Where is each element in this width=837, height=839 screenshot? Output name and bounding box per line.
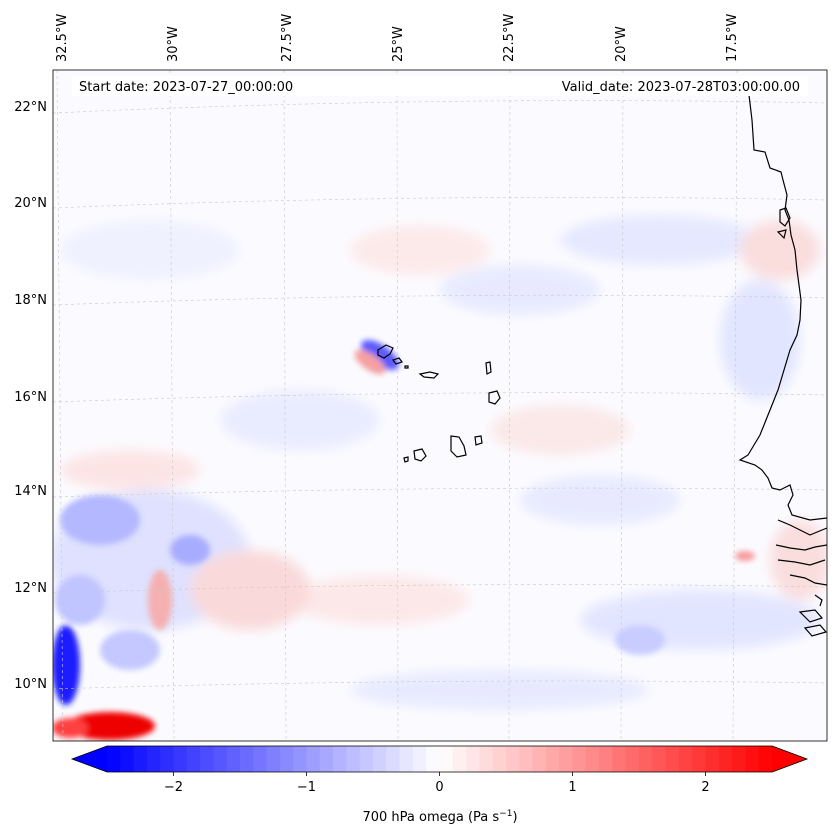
colorbar-segment: [359, 746, 374, 772]
lon-label: 22.5°W: [502, 14, 517, 62]
island-santo-antao: [377, 344, 394, 359]
colorbar-segment: [678, 746, 693, 772]
colorbar-segment: [506, 746, 520, 772]
colorbar-high-extension: [772, 746, 807, 772]
graticule: [53, 70, 827, 741]
colorbar-tick-label: 1: [568, 780, 576, 795]
colorbar-label: 700 hPa omega (Pa s−1): [362, 809, 517, 825]
colorbar-low-extension: [72, 746, 107, 772]
island-santiago: [450, 435, 467, 458]
lon-label: 32.5°W: [55, 14, 70, 62]
colorbar: −2 −1 0 1 2 700 hPa omega (Pa s−1): [70, 745, 809, 825]
island-sal: [485, 361, 492, 375]
colorbar-segment: [758, 746, 773, 772]
island-boa-vista: [488, 390, 501, 405]
colorbar-segment: [439, 746, 454, 772]
colorbar-tick-label: −2: [164, 780, 183, 795]
lat-label: 10°N: [14, 677, 47, 692]
colorbar-segment: [692, 746, 706, 772]
lon-label: 27.5°W: [280, 14, 295, 62]
colorbar-segment: [545, 746, 560, 772]
longitude-labels: 32.5°W 30°W 27.5°W 25°W 22.5°W 20°W 17.5…: [55, 14, 740, 62]
island-fogo: [413, 448, 427, 462]
colorbar-tick-label: 0: [435, 780, 443, 795]
africa-coast: [738, 94, 827, 521]
colorbar-segment: [107, 746, 121, 772]
info-box: [72, 76, 808, 96]
colorbar-segments: [107, 746, 773, 772]
colorbar-segment: [572, 746, 587, 772]
colorbar-tick-label: 2: [701, 780, 709, 795]
colorbar-segment: [240, 746, 254, 772]
colorbar-segment: [333, 746, 347, 772]
colorbar-segment: [732, 746, 746, 772]
start-date: Start date: 2023-07-27_00:00:00: [79, 80, 293, 95]
colorbar-segment: [346, 746, 361, 772]
colorbar-segment: [120, 746, 134, 772]
colorbar-ticks: −2 −1 0 1 2: [164, 772, 710, 795]
colorbar-segment: [625, 746, 640, 772]
colorbar-segment: [293, 746, 307, 772]
colorbar-segment: [253, 746, 267, 772]
coastlines: [738, 94, 827, 637]
omega-field: [53, 215, 827, 740]
colorbar-segment: [160, 746, 174, 772]
colorbar-segment: [745, 746, 760, 772]
colorbar-segment: [466, 746, 480, 772]
map-panel: Start date: 2023-07-27_00:00:00 Valid_da…: [52, 69, 828, 742]
colorbar-segment: [532, 746, 547, 772]
lat-label: 22°N: [14, 100, 47, 115]
colorbar-segment: [399, 746, 414, 772]
lon-label: 25°W: [391, 26, 406, 62]
colorbar-segment: [705, 746, 720, 772]
colorbar-segment: [266, 746, 281, 772]
map-frame: [52, 69, 828, 742]
lat-label: 12°N: [14, 581, 47, 596]
island-sao-vicente: [392, 357, 403, 365]
colorbar-segment: [426, 746, 440, 772]
colorbar-segment: [146, 746, 161, 772]
lat-label: 20°N: [14, 196, 47, 211]
colorbar-segment: [386, 746, 400, 772]
latitude-labels: 22°N 20°N 18°N 16°N 14°N 12°N 10°N: [14, 100, 47, 692]
colorbar-segment: [200, 746, 214, 772]
colorbar-segment: [213, 746, 228, 772]
colorbar-segment: [319, 746, 334, 772]
colorbar-segment: [133, 746, 148, 772]
colorbar-tick-label: −1: [297, 780, 316, 795]
colorbar-segment: [599, 746, 613, 772]
colorbar-segment: [186, 746, 201, 772]
colorbar-segment: [665, 746, 680, 772]
colorbar-segment: [412, 746, 427, 772]
island-maio: [474, 435, 483, 446]
lat-label: 14°N: [14, 484, 47, 499]
colorbar-segment: [612, 746, 627, 772]
colorbar-segment: [373, 746, 387, 772]
colorbar-segment: [559, 746, 573, 772]
island-sao-nicolau: [418, 371, 440, 379]
valid-date: Valid_date: 2023-07-28T03:00:00.00: [562, 80, 800, 95]
colorbar-segment: [306, 746, 321, 772]
colorbar-segment: [226, 746, 241, 772]
colorbar-segment: [173, 746, 188, 772]
lon-label: 17.5°W: [725, 14, 740, 62]
lon-label: 20°W: [614, 26, 629, 62]
colorbar-segment: [279, 746, 294, 772]
lon-label: 30°W: [166, 26, 181, 62]
colorbar-segment: [585, 746, 600, 772]
lat-label: 16°N: [14, 390, 47, 405]
colorbar-segment: [452, 746, 467, 772]
colorbar-segment: [718, 746, 733, 772]
colorbar-segment: [492, 746, 507, 772]
colorbar-segment: [519, 746, 533, 772]
colorbar-segment: [639, 746, 653, 772]
island-brava: [403, 456, 409, 463]
colorbar-outline: [70, 745, 809, 773]
colorbar-segment: [652, 746, 666, 772]
lat-label: 18°N: [14, 293, 47, 308]
cape-verde-islands: [377, 344, 501, 463]
colorbar-segment: [479, 746, 494, 772]
